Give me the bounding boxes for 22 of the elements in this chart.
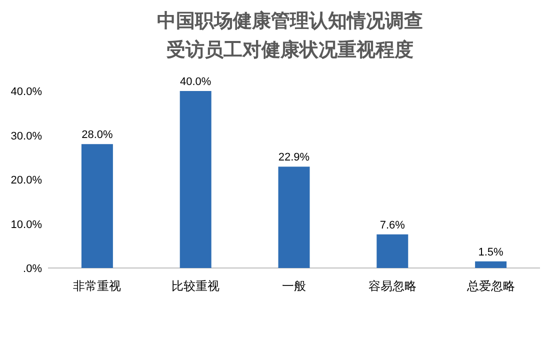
bar bbox=[376, 234, 408, 268]
data-label: 1.5% bbox=[478, 246, 504, 258]
y-tick-label: 30.0% bbox=[10, 130, 42, 142]
bar bbox=[475, 261, 507, 268]
x-tick-label: 非常重视 bbox=[73, 279, 122, 293]
x-tick-label: 一般 bbox=[282, 279, 306, 293]
x-tick-label: 比较重视 bbox=[172, 279, 220, 293]
x-tick-label: 容易忽略 bbox=[368, 279, 416, 293]
bar bbox=[180, 91, 212, 268]
y-tick-label: .0% bbox=[23, 263, 42, 275]
y-tick-label: 20.0% bbox=[10, 174, 42, 186]
data-label: 7.6% bbox=[380, 219, 406, 232]
chart-subtitle: 受访员工对健康状况重视程度 bbox=[166, 39, 414, 61]
y-tick-label: 10.0% bbox=[10, 218, 42, 231]
chart-title: 中国职场健康管理认知情况调查 bbox=[157, 10, 423, 32]
y-tick-label: 40.0% bbox=[10, 86, 42, 98]
bar bbox=[278, 166, 310, 268]
data-label: 22.9% bbox=[278, 152, 310, 164]
bar bbox=[81, 144, 113, 268]
data-label: 28.0% bbox=[82, 129, 114, 142]
x-tick-label: 总爱忽略 bbox=[466, 279, 515, 293]
data-label: 40.0% bbox=[180, 76, 212, 88]
